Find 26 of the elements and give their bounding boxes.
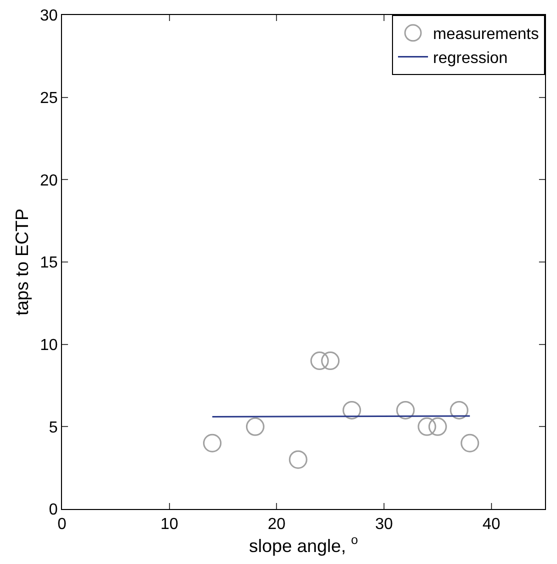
point [203,434,222,452]
x-axis-title: slope angle, $^{o}$ [248,533,358,556]
point [321,352,340,370]
y-tick-label: 0 [48,502,58,519]
point [460,434,480,452]
point [428,417,447,436]
point [450,400,468,420]
legend-label: regression [433,50,508,67]
y-tick-label: 25 [40,90,58,107]
y-axis-title: taps to ECTP [12,208,32,316]
y-tick-label: 10 [40,336,58,354]
x-tick-label: 20 [268,516,286,534]
point [310,352,329,370]
point [246,417,264,436]
point [396,400,415,420]
point [418,417,436,436]
legend-label: measurements [433,26,539,44]
y-tick-label: 15 [40,254,58,272]
y-tick-label: 20 [40,172,58,190]
y-tick-label: 30 [40,8,58,25]
y-tick-label: 5 [48,419,58,436]
x-tick-label: 40 [482,516,500,534]
x-tick-label: 30 [375,516,393,534]
point [288,450,308,469]
x-tick-label: 10 [160,516,178,534]
point [342,400,362,420]
